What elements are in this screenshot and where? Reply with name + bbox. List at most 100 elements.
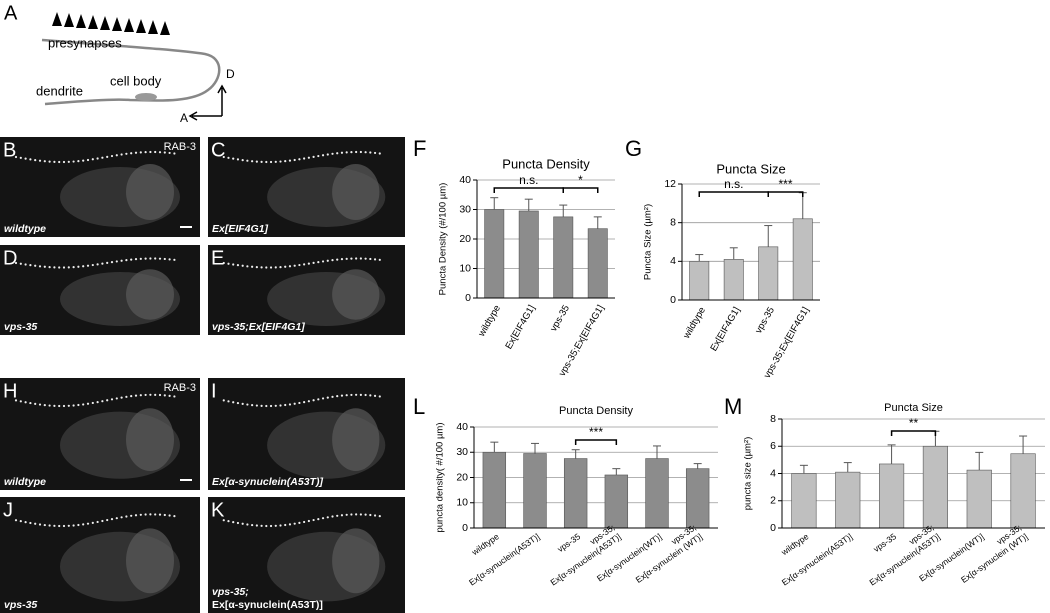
puncta [321, 517, 325, 520]
puncta [312, 155, 315, 158]
puncta [72, 404, 75, 407]
x-tick-label-group: vps-35 [871, 531, 898, 554]
y-tick-label: 0 [670, 294, 676, 306]
puncta [62, 524, 66, 528]
puncta [134, 151, 138, 154]
puncta [86, 264, 90, 267]
puncta [241, 264, 244, 267]
puncta [158, 257, 162, 260]
x-tick-label-group: wildtype [476, 303, 503, 339]
y-tick-label: 30 [456, 446, 468, 458]
puncta [106, 155, 109, 158]
puncta [345, 394, 348, 397]
puncta [279, 160, 282, 163]
tissue [126, 269, 174, 320]
label-anterior: A [180, 111, 188, 125]
panel-letter: D [3, 247, 17, 269]
puncta [288, 403, 292, 406]
puncta [355, 150, 358, 154]
puncta [260, 524, 263, 527]
y-tick-label: 40 [459, 174, 471, 186]
puncta [154, 150, 157, 154]
x-tick-label-group: Ex[EIF4G1] [708, 305, 742, 353]
puncta [134, 258, 138, 261]
genotype-label: vps-35 [4, 321, 37, 333]
micrograph: H RAB-3 wildtype [0, 378, 200, 490]
puncta [158, 393, 162, 397]
puncta [326, 396, 329, 399]
x-tick-label: Ex[α-synuclein(A53T)] [548, 531, 622, 587]
puncta [106, 261, 109, 264]
puncta [77, 160, 80, 163]
puncta [125, 259, 128, 262]
puncta [125, 515, 128, 518]
genotype-label: Ex[EIF4G1] [212, 223, 269, 235]
puncta [101, 519, 104, 523]
puncta [317, 261, 320, 264]
label-cell-body: cell body [110, 73, 162, 88]
puncta [77, 265, 80, 268]
x-tick-label: Ex[EIF4G1] [503, 303, 537, 351]
x-tick-label-group: vps-35;Ex[α-synuclein(A53T)] [548, 522, 622, 587]
puncta [144, 257, 147, 260]
puncta [168, 394, 171, 397]
puncta [134, 394, 138, 397]
panel-letter: G [625, 136, 642, 161]
puncta [251, 404, 254, 407]
puncta [82, 265, 85, 268]
puncta [173, 152, 176, 155]
puncta [163, 257, 166, 261]
puncta [67, 524, 70, 527]
puncta [38, 523, 42, 526]
puncta [364, 513, 367, 516]
puncta [336, 258, 339, 261]
chart: M Puncta Size puncta size (µm²) 0 2 4 6 8 wildty… [724, 394, 1045, 588]
panel-letter: A [4, 2, 18, 24]
puncta [227, 156, 230, 159]
puncta [279, 524, 282, 527]
tissue [332, 269, 380, 320]
puncta [331, 395, 334, 398]
puncta [355, 257, 358, 260]
puncta [130, 152, 133, 155]
puncta [312, 261, 315, 264]
puncta [260, 266, 263, 269]
puncta [101, 156, 104, 159]
puncta [288, 159, 292, 162]
puncta [101, 400, 104, 403]
significance-label: *** [778, 177, 792, 191]
puncta [82, 523, 85, 526]
bar [482, 451, 507, 529]
y-tick-label: 2 [770, 495, 776, 507]
y-axis-label: Puncta Density (#/100 µm) [438, 183, 449, 296]
puncta [62, 404, 66, 408]
puncta [241, 158, 244, 162]
puncta [246, 523, 249, 526]
puncta [77, 403, 80, 407]
puncta [373, 514, 377, 517]
puncta [378, 395, 381, 398]
puncta [378, 258, 381, 261]
puncta [293, 158, 296, 162]
puncta [72, 524, 75, 527]
y-tick-label: 4 [670, 255, 676, 267]
puncta [336, 514, 339, 517]
puncta [255, 266, 258, 269]
y-axis-label: puncta size (µm²) [743, 437, 754, 511]
genotype-label: wildtype [4, 223, 46, 235]
puncta [350, 513, 353, 516]
puncta [58, 404, 61, 408]
puncta [251, 160, 254, 163]
puncta [19, 400, 22, 403]
puncta [62, 160, 66, 164]
puncta [154, 257, 157, 260]
puncta [369, 394, 372, 397]
puncta [158, 513, 162, 516]
x-tick-label-group: vps-35 [753, 305, 777, 335]
puncta [115, 260, 118, 263]
y-tick-label: 20 [459, 233, 471, 245]
puncta [340, 514, 344, 517]
puncta [53, 524, 56, 527]
puncta [149, 257, 152, 260]
puncta [359, 150, 362, 154]
